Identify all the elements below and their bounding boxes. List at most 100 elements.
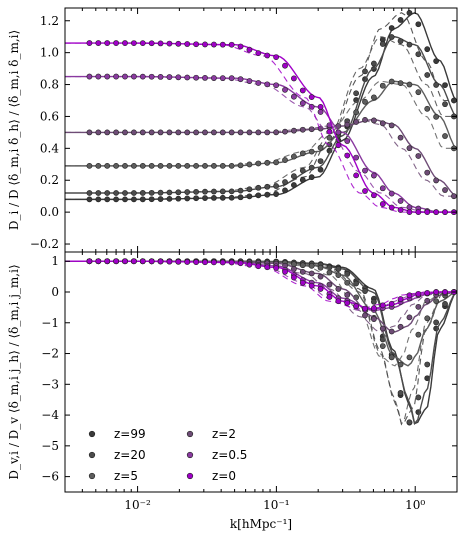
top-point-z=0.5 xyxy=(104,73,111,80)
legend-marker-z=5 xyxy=(88,472,96,480)
top-point-z=0 xyxy=(148,40,155,47)
bottom-series-line-z=20 xyxy=(65,260,457,426)
top-point-z=2 xyxy=(388,122,395,129)
bottom-point-z=20 xyxy=(362,288,368,294)
bottom-series-dashed-z=5 xyxy=(65,260,457,367)
top-point-z=5 xyxy=(362,98,368,105)
legend-marker-z=20 xyxy=(88,451,96,459)
bottom-point-z=2 xyxy=(299,268,306,275)
bottom-point-z=5 xyxy=(335,272,342,278)
bottom-point-z=2 xyxy=(317,273,324,280)
top-point-z=99 xyxy=(175,195,182,202)
top-point-z=0 xyxy=(442,209,448,216)
top-point-z=0 xyxy=(130,40,137,46)
top-point-z=0.5 xyxy=(175,74,182,81)
top-point-z=2 xyxy=(264,129,271,136)
top-point-z=2 xyxy=(353,119,360,125)
top-point-z=0.5 xyxy=(193,74,200,81)
top-point-z=2 xyxy=(282,128,288,135)
bottom-point-z=20 xyxy=(406,419,413,426)
top-point-z=0 xyxy=(353,172,360,179)
bottom-point-z=5 xyxy=(433,298,440,305)
top-point-z=2 xyxy=(451,193,457,200)
top-point-z=2 xyxy=(237,129,244,136)
legend-marker-z=0.5 xyxy=(186,451,194,459)
top-point-z=5 xyxy=(175,162,182,169)
top-point-z=99 xyxy=(264,191,271,198)
bottom-point-z=2 xyxy=(415,303,422,310)
top-point-z=0 xyxy=(317,103,324,110)
top-point-z=99 xyxy=(95,196,102,203)
top-point-z=2 xyxy=(397,134,404,141)
bottom-point-z=0 xyxy=(210,259,217,266)
bottom-point-z=5 xyxy=(326,269,333,276)
top-point-z=0.5 xyxy=(255,80,262,86)
top-point-z=0.5 xyxy=(397,198,404,204)
bottom-point-z=0 xyxy=(228,259,235,266)
top-point-z=5 xyxy=(113,162,120,169)
bottom-point-z=0 xyxy=(184,259,191,265)
bottom-point-z=0 xyxy=(362,305,368,312)
bottom-panel: −6 −5 −4 −3 −2 −1 0 1 10⁻² 10⁻¹ 10⁰ xyxy=(41,251,458,512)
bottom-point-z=0 xyxy=(139,258,146,265)
top-point-z=20 xyxy=(299,167,306,174)
top-point-z=0 xyxy=(210,41,217,48)
top-point-z=99 xyxy=(290,182,297,188)
top-point-z=5 xyxy=(246,161,253,168)
top-point-z=99 xyxy=(433,58,440,64)
bottom-point-z=0 xyxy=(299,279,306,286)
top-ytick-label: 0.6 xyxy=(40,109,59,123)
bottom-ytick-label: −6 xyxy=(41,470,59,484)
bottom-point-z=2 xyxy=(344,292,351,298)
top-point-z=0.5 xyxy=(122,73,128,80)
top-point-z=20 xyxy=(424,72,431,78)
top-point-z=20 xyxy=(166,189,173,196)
bottom-point-z=2 xyxy=(397,323,404,330)
top-point-z=99 xyxy=(415,21,422,28)
top-point-z=0 xyxy=(415,209,422,216)
top-point-z=0.5 xyxy=(86,73,93,80)
bottom-y-axis-label: D_v,i / D_v ⟨δ_m,i j_h⟩ / ⟨δ_m,i j_m,i⟩ xyxy=(7,264,21,479)
top-point-z=99 xyxy=(219,194,226,201)
bottom-point-z=0 xyxy=(353,303,360,309)
top-point-z=99 xyxy=(451,97,457,104)
bottom-point-z=0 xyxy=(113,258,120,265)
top-point-z=0 xyxy=(362,188,368,194)
top-point-z=99 xyxy=(246,193,253,200)
top-point-z=0.5 xyxy=(370,172,377,179)
bottom-point-z=2 xyxy=(335,286,342,292)
top-point-z=20 xyxy=(95,190,102,196)
top-panel: −0.2 0.0 0.2 0.4 0.6 0.8 1.0 1.2 xyxy=(30,7,458,253)
top-point-z=99 xyxy=(299,177,306,183)
top-point-z=20 xyxy=(184,189,191,195)
top-point-z=20 xyxy=(202,188,208,195)
bottom-point-z=0 xyxy=(326,294,333,300)
top-point-z=2 xyxy=(193,129,200,136)
top-point-z=5 xyxy=(166,162,173,169)
top-point-z=2 xyxy=(86,129,93,136)
top-point-z=20 xyxy=(139,190,146,196)
top-point-z=99 xyxy=(228,194,235,201)
bottom-x-axis: 10⁻² 10⁻¹ 10⁰ xyxy=(64,252,458,512)
legend-marker-z=99 xyxy=(88,430,96,438)
top-point-z=99 xyxy=(273,191,280,197)
top-point-z=2 xyxy=(95,129,102,136)
top-point-z=0 xyxy=(388,204,395,211)
top-point-z=0.5 xyxy=(299,100,306,107)
bottom-point-z=0 xyxy=(264,264,271,271)
bottom-point-z=0 xyxy=(166,258,173,265)
legend-label-z=99: z=99 xyxy=(114,427,146,441)
top-point-z=2 xyxy=(370,117,377,124)
top-point-z=0 xyxy=(237,43,244,50)
bottom-point-z=20 xyxy=(433,319,440,326)
bottom-point-z=20 xyxy=(397,390,404,396)
top-point-z=0.5 xyxy=(210,75,217,81)
top-point-z=0 xyxy=(104,40,111,46)
top-point-z=5 xyxy=(424,105,431,112)
top-point-z=5 xyxy=(157,162,164,169)
top-point-z=0.5 xyxy=(379,185,386,192)
top-point-z=0 xyxy=(193,41,200,48)
bottom-point-z=5 xyxy=(397,361,404,368)
top-point-z=99 xyxy=(166,195,173,202)
top-point-z=99 xyxy=(193,195,200,202)
